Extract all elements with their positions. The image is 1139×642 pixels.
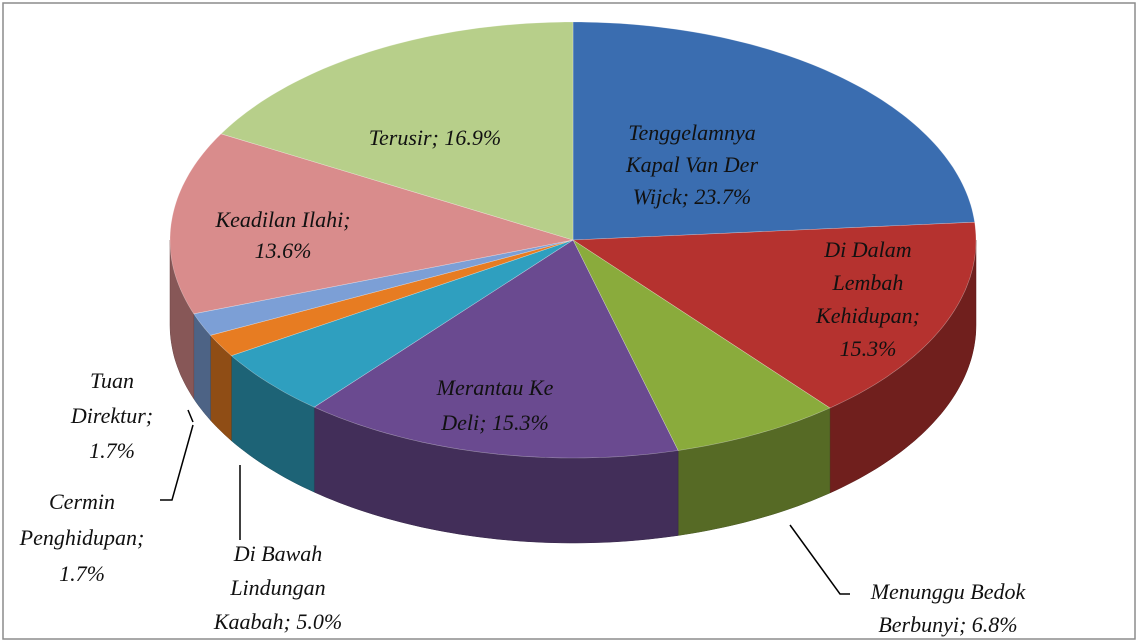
data-label: Cermin (49, 489, 115, 514)
data-label: Kapal Van Der (625, 152, 758, 177)
slice (572, 221, 977, 409)
data-label: Deli; 15.3% (440, 410, 549, 435)
data-label: 15.3% (840, 336, 897, 361)
data-label: Penghidupan; (19, 525, 145, 550)
data-label: Keadilan Ilahi; (214, 207, 350, 232)
pie-sides (169, 239, 977, 544)
slice (313, 239, 679, 459)
data-label: Wijck; 23.7% (633, 184, 752, 209)
data-label: Di Bawah (233, 541, 323, 566)
data-label: 13.6% (255, 238, 312, 263)
data-label: Kaabah; 5.0% (213, 609, 342, 634)
slice (220, 21, 574, 241)
slice (572, 21, 976, 241)
data-label: Lindungan (229, 575, 325, 600)
slice-side (169, 239, 195, 400)
data-label: Tuan (90, 368, 134, 393)
pie-labels: Tenggelamnya Kapal Van Der Wijck; 23.7% Di … (19, 120, 1027, 637)
data-label: Tenggelamnya (628, 120, 756, 145)
slice (572, 239, 831, 451)
data-label: Menunggu Bedok (870, 579, 1027, 604)
slice (230, 239, 574, 408)
data-label: 1.7% (59, 561, 105, 586)
data-label: Di Dalam (823, 237, 911, 262)
data-label: Direktur; (70, 403, 153, 428)
leader-line (789, 524, 850, 595)
data-label: Merantau Ke (436, 375, 554, 400)
data-label: 1.7% (89, 438, 135, 463)
data-label: Terusir; 16.9% (369, 125, 501, 150)
leader-line (187, 409, 194, 423)
pie-tops (169, 21, 977, 459)
data-label: Berbunyi; 6.8% (878, 612, 1017, 637)
leader-line (160, 424, 194, 501)
data-label: Lembah (832, 270, 904, 295)
slice (209, 239, 574, 357)
slice (169, 133, 574, 315)
data-label: Kehidupan; (815, 303, 920, 328)
slice (193, 239, 574, 336)
